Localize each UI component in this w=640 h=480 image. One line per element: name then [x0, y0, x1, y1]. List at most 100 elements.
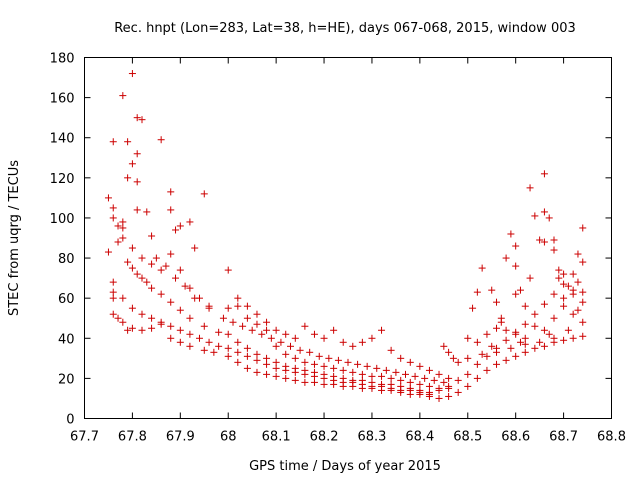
data-point	[560, 336, 568, 344]
y-tick-label: 20	[58, 372, 75, 387]
data-point	[109, 310, 117, 318]
data-point	[574, 306, 582, 314]
y-tick-label: 80	[58, 252, 75, 267]
data-point	[378, 372, 386, 380]
data-point	[368, 334, 376, 342]
data-point	[507, 230, 515, 238]
data-point	[310, 378, 318, 386]
data-point	[378, 326, 386, 334]
data-point	[291, 334, 299, 342]
data-point	[445, 348, 453, 356]
data-point	[138, 274, 146, 282]
data-point	[564, 326, 572, 334]
data-point	[210, 348, 218, 356]
data-point	[172, 274, 180, 282]
data-point	[224, 352, 232, 360]
data-point	[445, 374, 453, 382]
data-point	[358, 338, 366, 346]
data-point	[339, 338, 347, 346]
data-point	[425, 390, 433, 398]
data-point	[330, 364, 338, 372]
data-point	[358, 370, 366, 378]
data-point	[488, 342, 496, 350]
data-point	[258, 330, 266, 338]
data-point	[406, 386, 414, 394]
data-point	[306, 348, 314, 356]
y-tick-labels: 0 20 40 60 80 100 120 140 160 180	[50, 52, 75, 428]
data-point	[248, 326, 256, 334]
x-tick-label: 67.9	[166, 430, 195, 445]
data-point	[574, 250, 582, 258]
data-point	[301, 370, 309, 378]
data-point	[536, 236, 544, 244]
data-point	[124, 258, 132, 266]
data-point	[397, 354, 405, 362]
data-point	[579, 224, 587, 232]
data-point	[148, 324, 156, 332]
data-point	[421, 374, 429, 382]
data-point	[521, 302, 529, 310]
data-point	[521, 340, 529, 348]
data-point	[574, 278, 582, 286]
data-point	[215, 328, 223, 336]
data-point	[109, 138, 117, 146]
data-point	[224, 344, 232, 352]
data-point	[473, 288, 481, 296]
data-point	[521, 334, 529, 342]
data-point	[301, 378, 309, 386]
data-point	[138, 326, 146, 334]
data-point	[540, 208, 548, 216]
data-point	[334, 356, 342, 364]
data-point	[349, 378, 357, 386]
data-point	[282, 366, 290, 374]
data-point	[579, 298, 587, 306]
data-point	[310, 330, 318, 338]
data-point	[493, 348, 501, 356]
data-point	[569, 334, 577, 342]
data-point	[205, 338, 213, 346]
data-point	[435, 384, 443, 392]
y-axis-label: STEC from uqrg / TECUs	[7, 160, 22, 316]
data-point	[560, 302, 568, 310]
data-point	[219, 314, 227, 322]
data-point	[406, 358, 414, 366]
data-point	[435, 394, 443, 402]
data-point	[550, 334, 558, 342]
data-point	[128, 304, 136, 312]
data-point	[469, 304, 477, 312]
data-point	[291, 354, 299, 362]
data-point	[320, 374, 328, 382]
data-point	[445, 384, 453, 392]
data-point	[315, 352, 323, 360]
data-point	[296, 346, 304, 354]
data-point	[205, 304, 213, 312]
data-point	[114, 238, 122, 246]
data-point	[526, 184, 534, 192]
data-point	[176, 338, 184, 346]
data-point	[243, 352, 251, 360]
data-point	[291, 376, 299, 384]
data-point	[397, 376, 405, 384]
data-point	[186, 218, 194, 226]
data-point	[401, 370, 409, 378]
data-point	[579, 288, 587, 296]
data-point	[564, 282, 572, 290]
data-point	[320, 362, 328, 370]
data-point	[114, 314, 122, 322]
data-point	[502, 326, 510, 334]
data-point	[579, 318, 587, 326]
data-point	[320, 380, 328, 388]
data-point	[114, 222, 122, 230]
data-point	[176, 306, 184, 314]
x-tick-label: 67.7	[70, 430, 99, 445]
data-point	[119, 318, 127, 326]
data-point	[263, 318, 271, 326]
data-point	[579, 332, 587, 340]
data-point	[569, 310, 577, 318]
data-point	[555, 274, 563, 282]
y-tick-label: 180	[50, 52, 75, 67]
data-point	[483, 366, 491, 374]
data-point	[109, 214, 117, 222]
data-point	[516, 286, 524, 294]
data-point	[119, 92, 127, 100]
